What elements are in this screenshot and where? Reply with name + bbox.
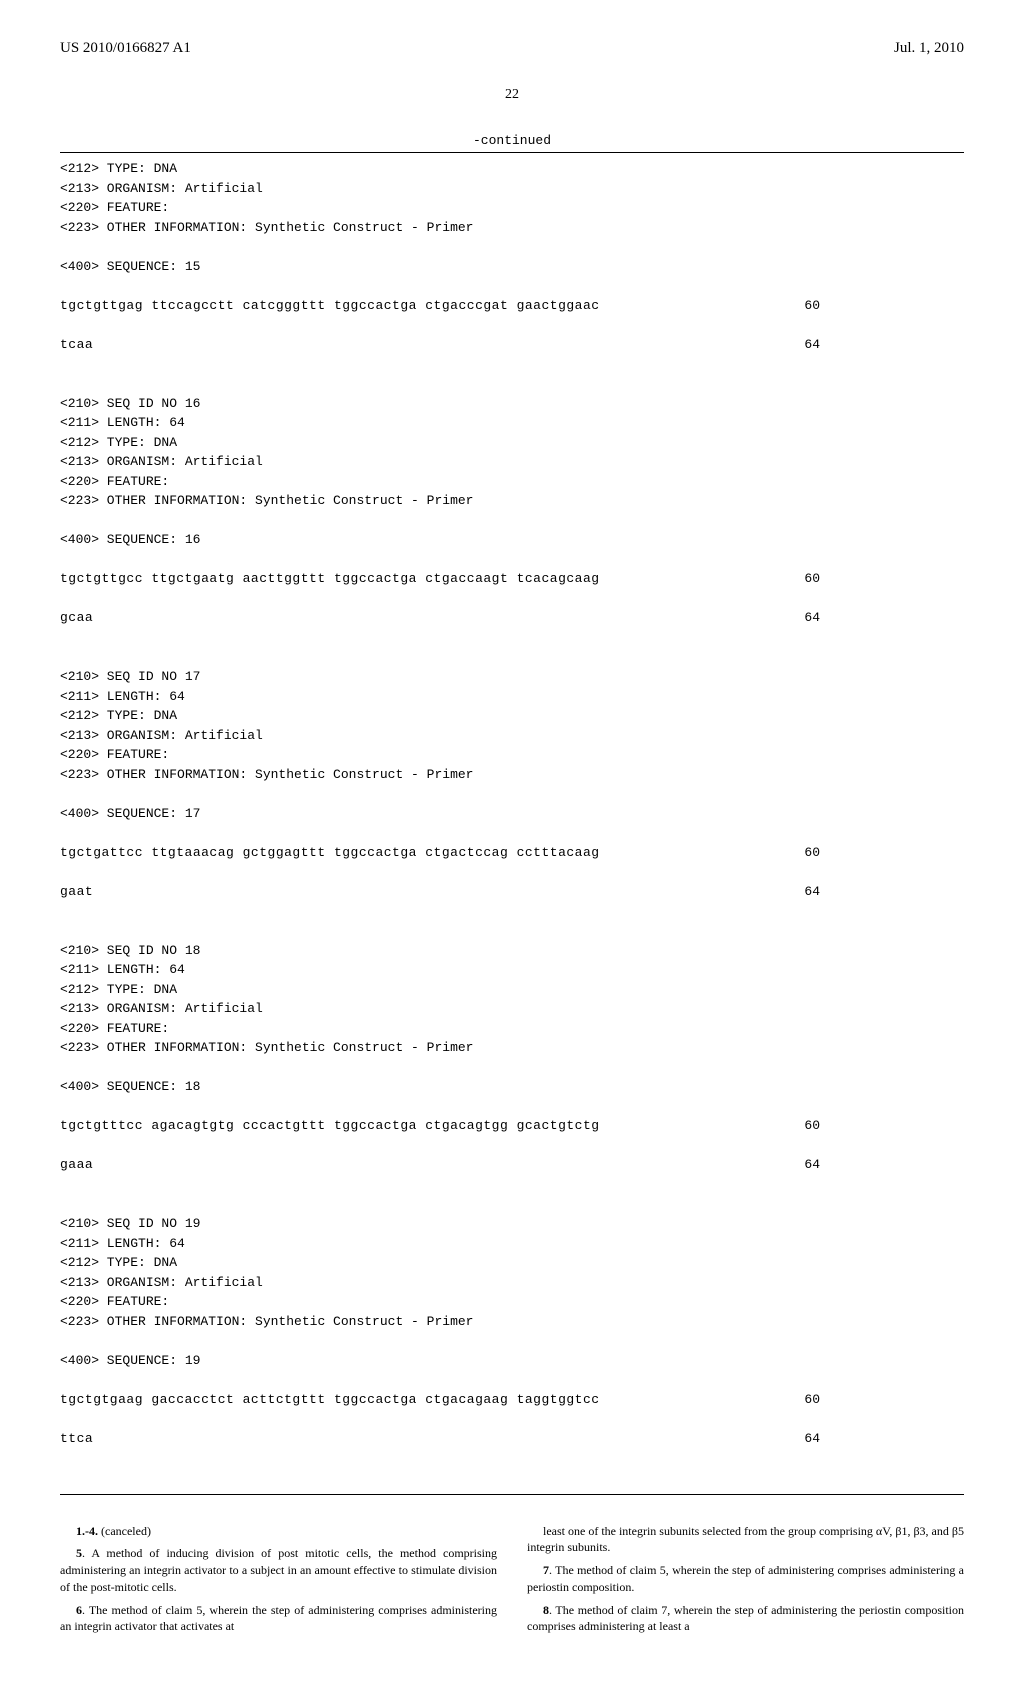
sequence-line: tgctgtgaag gaccacctct acttctgttt tggccac… [60, 1390, 820, 1410]
page-number: 22 [60, 87, 964, 103]
sequence-text: ttca [60, 1429, 93, 1449]
claim-paragraph: 6. The method of claim 5, wherein the st… [60, 1602, 497, 1636]
header-left: US 2010/0166827 A1 [60, 40, 191, 57]
claim-paragraph: 8. The method of claim 7, wherein the st… [527, 1602, 964, 1636]
sequence-position: 64 [790, 335, 820, 355]
sequence-line: gcaa 64 [60, 608, 820, 628]
sequence-line: ttca 64 [60, 1429, 820, 1449]
claim-text: (canceled) [98, 1524, 151, 1538]
claims-left-column: 1.-4. (canceled) 5. A method of inducing … [60, 1523, 497, 1642]
sequence-text: tgctgtttcc agacagtgtg cccactgttt tggccac… [60, 1116, 600, 1136]
sequence-meta: <210> SEQ ID NO 19 <211> LENGTH: 64 <212… [60, 1214, 964, 1370]
claims-right-column: least one of the integrin subunits selec… [527, 1523, 964, 1642]
claim-number: 1.-4. [76, 1524, 98, 1538]
sequence-line: tgctgttgag ttccagcctt catcgggttt tggccac… [60, 296, 820, 316]
claim-paragraph: 1.-4. (canceled) [60, 1523, 497, 1540]
sequence-block: <210> SEQ ID NO 16 <211> LENGTH: 64 <212… [60, 394, 964, 648]
sequence-line: tgctgttgcc ttgctgaatg aacttggttt tggccac… [60, 569, 820, 589]
sequence-meta: <212> TYPE: DNA <213> ORGANISM: Artifici… [60, 159, 964, 276]
sequence-meta: <210> SEQ ID NO 16 <211> LENGTH: 64 <212… [60, 394, 964, 550]
sequence-line: tcaa 64 [60, 335, 820, 355]
sequence-line: gaat 64 [60, 882, 820, 902]
sequence-line: tgctgtttcc agacagtgtg cccactgttt tggccac… [60, 1116, 820, 1136]
sequence-block: <212> TYPE: DNA <213> ORGANISM: Artifici… [60, 159, 964, 374]
sequence-block: <210> SEQ ID NO 17 <211> LENGTH: 64 <212… [60, 667, 964, 921]
sequence-position: 60 [790, 1116, 820, 1136]
sequence-block: <210> SEQ ID NO 19 <211> LENGTH: 64 <212… [60, 1214, 964, 1468]
claim-paragraph: least one of the integrin subunits selec… [527, 1523, 964, 1557]
sequence-text: tgctgattcc ttgtaaacag gctggagttt tggccac… [60, 843, 600, 863]
sequence-meta: <210> SEQ ID NO 18 <211> LENGTH: 64 <212… [60, 941, 964, 1097]
sequence-position: 60 [790, 296, 820, 316]
continued-label: -continued [60, 133, 964, 148]
sequence-text: tgctgtgaag gaccacctct acttctgttt tggccac… [60, 1390, 600, 1410]
header-right: Jul. 1, 2010 [894, 40, 964, 57]
claim-text: . The method of claim 7, wherein the ste… [527, 1603, 964, 1634]
claims-columns: 1.-4. (canceled) 5. A method of inducing … [60, 1523, 964, 1642]
sequence-position: 64 [790, 1155, 820, 1175]
sequence-position: 64 [790, 608, 820, 628]
sequence-text: tgctgttgag ttccagcctt catcgggttt tggccac… [60, 296, 600, 316]
claim-text: least one of the integrin subunits selec… [527, 1524, 964, 1555]
sequence-text: tcaa [60, 335, 93, 355]
sequence-text: gaat [60, 882, 93, 902]
page-header: US 2010/0166827 A1 Jul. 1, 2010 [60, 40, 964, 57]
sequence-position: 60 [790, 569, 820, 589]
sequence-position: 64 [790, 882, 820, 902]
claim-text: . The method of claim 5, wherein the ste… [60, 1603, 497, 1634]
sequence-meta: <210> SEQ ID NO 17 <211> LENGTH: 64 <212… [60, 667, 964, 823]
sequence-position: 64 [790, 1429, 820, 1449]
sequence-position: 60 [790, 843, 820, 863]
sequence-text: gcaa [60, 608, 93, 628]
claim-text: . A method of inducing division of post … [60, 1546, 497, 1594]
sequence-listing: <212> TYPE: DNA <213> ORGANISM: Artifici… [60, 152, 964, 1495]
sequence-line: gaaa 64 [60, 1155, 820, 1175]
sequence-position: 60 [790, 1390, 820, 1410]
claim-text: . The method of claim 5, wherein the ste… [527, 1563, 964, 1594]
sequence-block: <210> SEQ ID NO 18 <211> LENGTH: 64 <212… [60, 941, 964, 1195]
sequence-text: gaaa [60, 1155, 93, 1175]
sequence-line: tgctgattcc ttgtaaacag gctggagttt tggccac… [60, 843, 820, 863]
claim-paragraph: 5. A method of inducing division of post… [60, 1545, 497, 1595]
sequence-text: tgctgttgcc ttgctgaatg aacttggttt tggccac… [60, 569, 600, 589]
claim-paragraph: 7. The method of claim 5, wherein the st… [527, 1562, 964, 1596]
